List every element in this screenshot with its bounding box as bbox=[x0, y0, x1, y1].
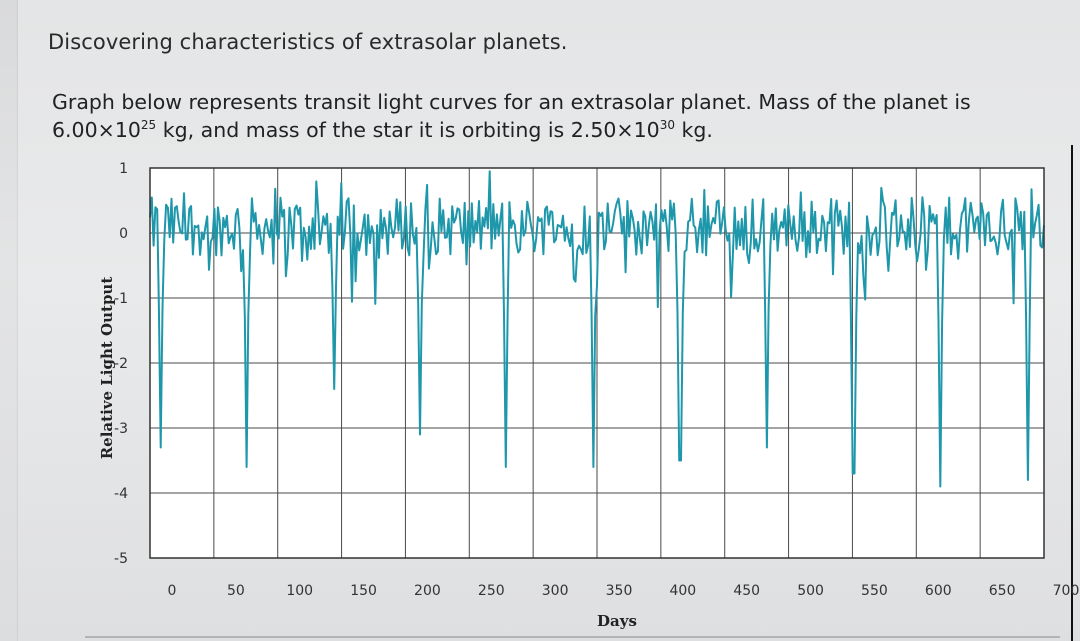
y-tick-label: -2 bbox=[114, 356, 128, 372]
x-tick-label: 250 bbox=[478, 583, 505, 599]
x-tick-label: 50 bbox=[227, 583, 245, 599]
description-middle: kg, and mass of the star it is orbiting … bbox=[156, 118, 571, 142]
x-tick-label: 300 bbox=[542, 583, 569, 599]
x-tick-labels: 0 50 100 150 200 250 300 350 400 450 500 550 600 650 7… bbox=[168, 583, 1080, 599]
y-tick-label: -5 bbox=[114, 551, 128, 567]
x-tick-label: 450 bbox=[733, 583, 760, 599]
x-tick-label: 650 bbox=[989, 583, 1016, 599]
x-axis-title: Days bbox=[597, 612, 637, 630]
description-line-1: Graph below represents transit light cur… bbox=[52, 90, 971, 114]
planet-mass-mantissa: 6.00×10 bbox=[52, 118, 141, 142]
plot-frame bbox=[149, 167, 1045, 559]
x-tick-label: 150 bbox=[350, 583, 377, 599]
light-curve-series bbox=[149, 170, 1045, 488]
x-tick-label: 400 bbox=[669, 583, 696, 599]
x-tick-label: 700 bbox=[1053, 583, 1080, 599]
y-axis-title: Relative Light Output bbox=[98, 277, 116, 460]
page-heading: Discovering characteristics of extrasola… bbox=[48, 30, 568, 54]
y-tick-label: 0 bbox=[119, 226, 128, 242]
problem-description: Graph below represents transit light cur… bbox=[52, 88, 1042, 144]
planet-mass-exponent: 25 bbox=[140, 118, 157, 132]
x-tick-label: 0 bbox=[168, 583, 177, 599]
star-mass-exponent: 30 bbox=[659, 118, 675, 132]
y-tick-label: 1 bbox=[119, 161, 128, 177]
y-tick-label: -1 bbox=[114, 291, 128, 307]
x-tick-label: 200 bbox=[414, 583, 441, 599]
x-tick-label: 100 bbox=[286, 583, 313, 599]
star-mass-mantissa: 2.50×10 bbox=[570, 118, 660, 142]
y-tick-label: -3 bbox=[114, 421, 128, 437]
x-tick-label: 550 bbox=[861, 583, 888, 599]
x-tick-label: 350 bbox=[606, 583, 633, 599]
y-tick-labels: 1 0 -1 -2 -3 -4 -5 bbox=[114, 161, 128, 567]
series-group bbox=[149, 170, 1045, 488]
y-tick-label: -4 bbox=[114, 486, 128, 502]
description-end: kg. bbox=[674, 118, 713, 142]
x-tick-label: 500 bbox=[797, 583, 824, 599]
x-tick-label: 600 bbox=[925, 583, 952, 599]
